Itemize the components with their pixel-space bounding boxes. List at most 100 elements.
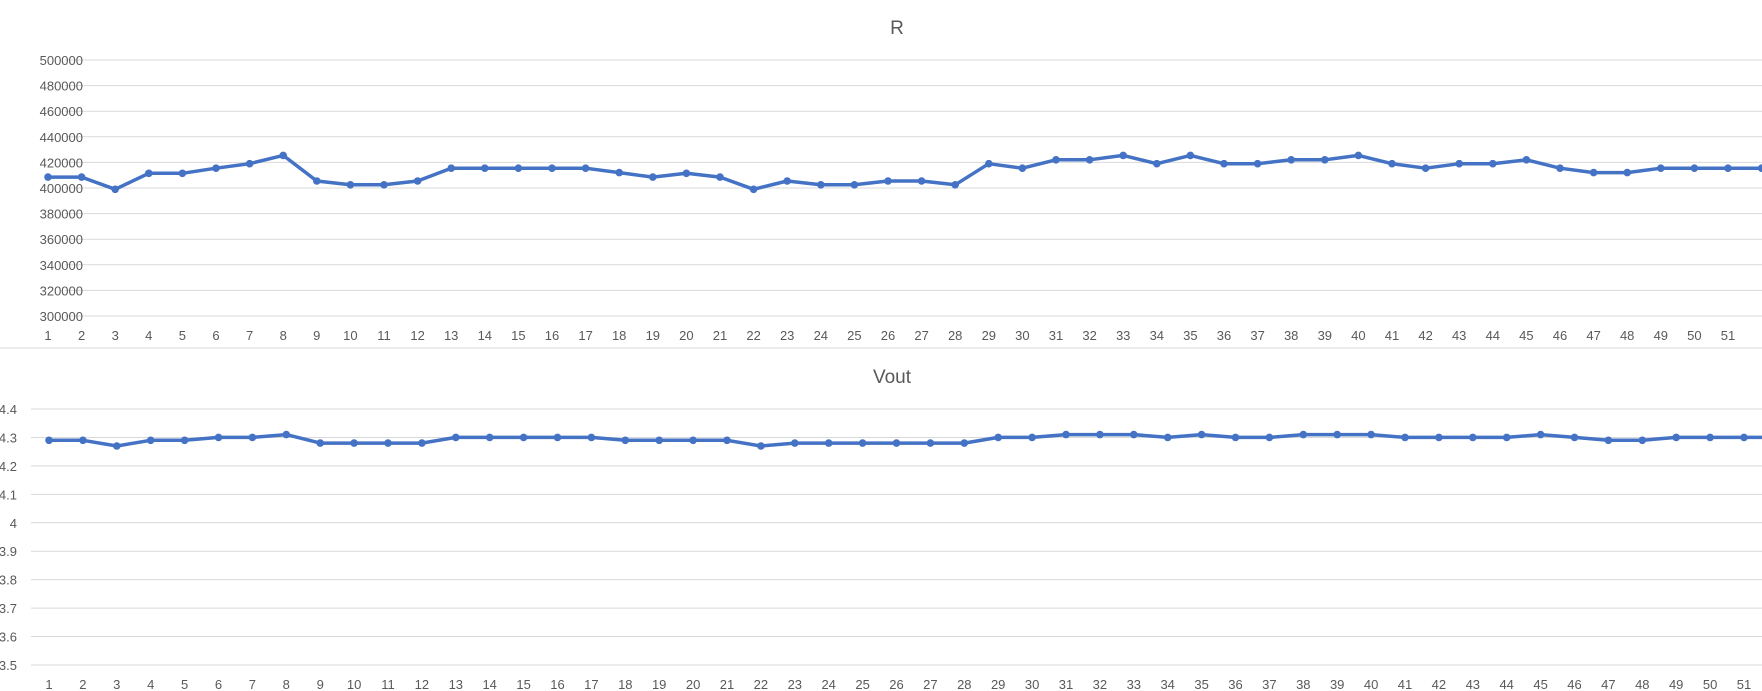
chart-r-data-point bbox=[1220, 159, 1228, 168]
chart-vout-y-tick-label: 3.9 bbox=[0, 544, 17, 559]
chart-r-data-point bbox=[1287, 156, 1295, 164]
chart-vout-x-tick-label: 28 bbox=[957, 677, 971, 691]
chart-vout-data-point bbox=[1435, 433, 1443, 442]
chart-r-title: R bbox=[890, 18, 904, 39]
chart-vout-series-line bbox=[47, 432, 1762, 448]
chart-vout-data-point bbox=[384, 439, 392, 447]
chart-r-x-tick-label: 34 bbox=[1150, 328, 1164, 343]
chart-r-y-tick-label: 500000 bbox=[40, 53, 83, 68]
chart-r-x-tick-label: 2 bbox=[78, 328, 85, 343]
chart-r-data-point bbox=[313, 177, 321, 185]
chart-r-data-point bbox=[917, 177, 926, 185]
chart-r-x-tick-label: 32 bbox=[1082, 328, 1096, 343]
chart-r-x-tick-label: 36 bbox=[1217, 328, 1231, 343]
chart-vout-data-point bbox=[757, 442, 765, 450]
chart-r-data-point bbox=[1421, 164, 1430, 172]
chart-r-data-point bbox=[1522, 156, 1531, 164]
chart-vout-y-tick-label: 3.6 bbox=[0, 630, 17, 645]
chart-vout-x-tick-label: 4 bbox=[147, 677, 154, 691]
chart-vout-x-tick-label: 34 bbox=[1160, 677, 1174, 691]
chart-vout-x-tick-label: 21 bbox=[720, 677, 734, 691]
chart-vout-data-point bbox=[1130, 430, 1138, 439]
chart-vout-x-tick-label: 31 bbox=[1059, 677, 1073, 691]
chart-vout-data-point bbox=[418, 439, 426, 447]
chart-vout-x-tick-label: 22 bbox=[754, 677, 768, 691]
chart-r-data-point bbox=[1018, 164, 1027, 172]
chart-vout-x-tick-label: 24 bbox=[821, 677, 835, 691]
chart-r-x-tick-label: 49 bbox=[1654, 328, 1668, 343]
chart-r-data-point bbox=[178, 169, 187, 178]
chart-r-x-tick-label: 19 bbox=[646, 328, 660, 343]
chart-r-x-tick-label: 15 bbox=[511, 328, 525, 343]
chart-vout-x-tick-label: 6 bbox=[215, 677, 222, 691]
chart-r-x-tick-label: 46 bbox=[1553, 328, 1567, 343]
chart-vout-data-point bbox=[180, 436, 189, 445]
chart-vout-x-tick-label: 2 bbox=[79, 677, 86, 691]
chart-vout-x-tick-label: 15 bbox=[516, 677, 530, 691]
chart-r-x-ticks: 1 2 3 4 5 6 7 8 9 10 11 12 13 14 15 16 17 18 19 20 21 22 23 24 2… bbox=[44, 328, 1735, 343]
chart-vout-title: Vout bbox=[873, 367, 912, 388]
chart-r-x-tick-label: 30 bbox=[1015, 328, 1029, 343]
chart-vout-x-tick-label: 13 bbox=[449, 677, 463, 691]
chart-vout-data-point bbox=[1638, 436, 1647, 445]
chart-vout-x-tick-label: 27 bbox=[923, 677, 937, 691]
chart-r-data-point bbox=[1388, 159, 1396, 168]
chart-vout-data-point bbox=[146, 436, 155, 445]
chart-vout-data-point bbox=[689, 436, 697, 445]
chart-r-data-point bbox=[1455, 159, 1463, 168]
chart-r-x-tick-label: 17 bbox=[578, 328, 592, 343]
chart-r-data-point bbox=[245, 159, 254, 168]
chart-vout-data-point bbox=[1672, 433, 1680, 442]
chart-r-x-tick-label: 51 bbox=[1721, 328, 1735, 343]
chart-vout-data-point bbox=[79, 436, 87, 445]
chart-r-data-point bbox=[447, 164, 456, 172]
chart-r-data-point bbox=[279, 151, 288, 160]
chart-r-y-tick-label: 320000 bbox=[40, 283, 83, 298]
chart-vout-y-tick-label: 3.5 bbox=[0, 658, 17, 673]
chart-vout-y-tick-label: 4.4 bbox=[0, 402, 17, 417]
chart-r-data-point bbox=[346, 181, 355, 189]
chart-vout-x-tick-label: 10 bbox=[347, 677, 361, 691]
chart-r-data-point bbox=[380, 181, 388, 189]
chart-r-series-line bbox=[46, 153, 1762, 192]
chart-r-x-tick-label: 42 bbox=[1418, 328, 1432, 343]
chart-r-y-tick-label: 340000 bbox=[40, 258, 83, 273]
chart-vout-x-tick-label: 49 bbox=[1669, 677, 1683, 691]
chart-vout-data-point bbox=[1604, 436, 1613, 445]
chart-vout-y-tick-label: 4.2 bbox=[0, 459, 17, 474]
chart-vout-x-tick-label: 9 bbox=[317, 677, 324, 691]
chart-r-data-point bbox=[1589, 168, 1598, 177]
chart-r-x-tick-label: 21 bbox=[713, 328, 727, 343]
chart-r-x-tick-label: 1 bbox=[44, 328, 51, 343]
chart-vout-x-tick-label: 48 bbox=[1635, 677, 1649, 691]
chart-vout-x-tick-label: 42 bbox=[1432, 677, 1446, 691]
chart-vout-x-tick-label: 20 bbox=[686, 677, 700, 691]
chart-vout-data-point bbox=[994, 433, 1002, 442]
chart-r-data-point bbox=[1119, 151, 1127, 160]
chart-vout-data-point bbox=[791, 439, 799, 447]
chart-r-data-point bbox=[1253, 159, 1262, 168]
chart-r-x-tick-label: 11 bbox=[377, 328, 391, 343]
chart-r-data-point bbox=[1489, 159, 1497, 168]
chart-r-data-point bbox=[817, 181, 825, 189]
chart-r-data-point bbox=[1321, 156, 1329, 164]
chart-r-y-tick-label: 440000 bbox=[40, 130, 83, 145]
chart-vout-data-point bbox=[824, 439, 833, 447]
chart-vout-x-tick-label: 33 bbox=[1127, 677, 1141, 691]
chart-vout-data-point bbox=[350, 439, 358, 447]
chart-vout-data-point bbox=[1062, 430, 1070, 439]
chart-r-data-point bbox=[649, 173, 657, 181]
chart-r-data-point bbox=[1354, 151, 1363, 160]
chart-r-x-tick-label: 40 bbox=[1351, 328, 1365, 343]
chart-vout-data-point bbox=[858, 439, 867, 447]
chart-r-data-point bbox=[1153, 159, 1161, 168]
chart-r-x-tick-label: 43 bbox=[1452, 328, 1466, 343]
chart-vout-x-tick-label: 38 bbox=[1296, 677, 1310, 691]
chart-r-x-tick-label: 26 bbox=[881, 328, 895, 343]
chart-r-data-point bbox=[212, 164, 220, 172]
chart-vout-data-point bbox=[113, 442, 121, 450]
chart-vout-x-ticks: 1 2 3 4 5 6 7 8 9 10 11 12 13 14 15 16 17 18 19 20 21 22 23 24 2… bbox=[45, 677, 1751, 691]
chart-r-x-tick-label: 9 bbox=[313, 328, 320, 343]
chart-r-data-point bbox=[514, 164, 523, 172]
chart-r-data-point bbox=[615, 168, 623, 177]
